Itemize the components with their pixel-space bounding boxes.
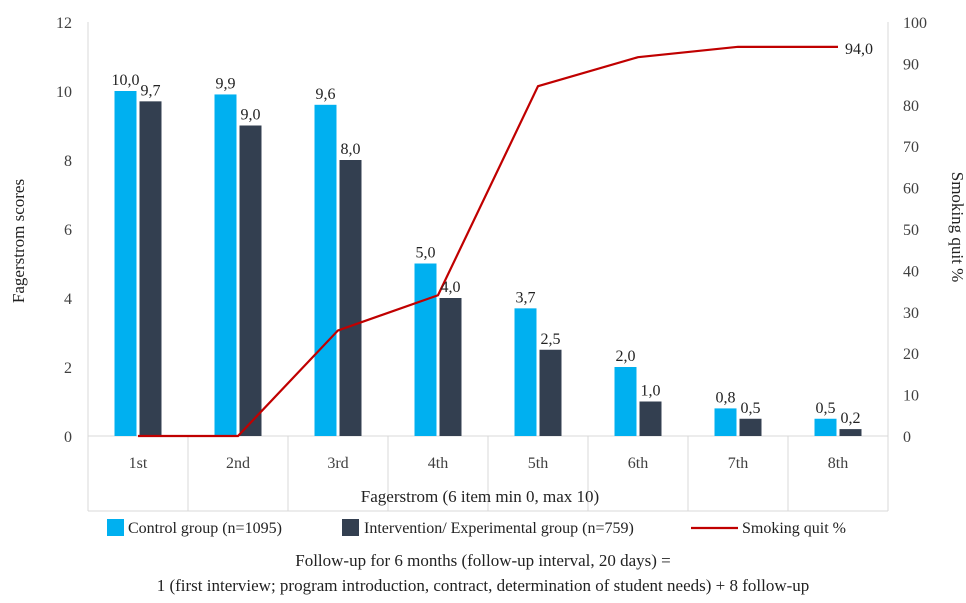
data-label-intervention: 0,2 — [841, 410, 861, 427]
y-tick-label: 6 — [64, 222, 72, 239]
data-label-intervention: 9,7 — [141, 82, 161, 99]
x-tick-label: 7th — [728, 455, 748, 472]
legend: Control group (n=1095) Intervention/ Exp… — [107, 519, 846, 537]
caption-line-1: Follow-up for 6 months (follow-up interv… — [295, 551, 671, 570]
data-label-intervention: 4,0 — [441, 279, 461, 296]
data-label-intervention: 8,0 — [341, 141, 361, 158]
legend-label-smoking-quit: Smoking quit % — [742, 520, 846, 537]
y-right-tick-label: 20 — [903, 346, 919, 363]
data-label-intervention: 0,5 — [741, 400, 761, 417]
data-label-intervention: 2,5 — [541, 331, 561, 348]
y-tick-label: 2 — [64, 360, 72, 377]
y-right-tick-label: 10 — [903, 388, 919, 405]
data-label-intervention: 9,0 — [241, 107, 261, 124]
x-tick-label: 3rd — [327, 455, 348, 472]
y-tick-label: 0 — [64, 429, 72, 446]
bar-intervention — [339, 160, 362, 436]
y-right-tick-label: 100 — [903, 15, 927, 32]
smoking-quit-line — [138, 45, 838, 438]
y-right-tick-label: 0 — [903, 429, 911, 446]
legend-swatch-control — [107, 519, 124, 536]
bar-intervention — [539, 349, 562, 436]
bar-control — [814, 418, 837, 436]
bar-control — [714, 408, 737, 436]
y-right-tick-label: 90 — [903, 56, 919, 73]
y-tick-label: 4 — [64, 291, 72, 308]
x-tick-label: 2nd — [226, 455, 250, 472]
y-tick-label: 8 — [64, 153, 72, 170]
x-tick-label: 6th — [628, 455, 648, 472]
data-label-control: 2,0 — [616, 348, 636, 365]
caption-line-2: 1 (first interview; program introduction… — [156, 576, 810, 595]
y-right-tick-label: 50 — [903, 222, 919, 239]
x-tick-label: 5th — [528, 455, 548, 472]
bar-intervention — [239, 125, 262, 436]
bar-intervention — [639, 401, 662, 436]
bar-intervention — [739, 418, 762, 436]
y-tick-label: 12 — [56, 15, 72, 32]
y-right-tick-label: 40 — [903, 263, 919, 280]
bar-control — [214, 94, 237, 436]
data-label-control: 9,9 — [216, 75, 236, 92]
bar-intervention — [439, 298, 462, 436]
legend-label-control: Control group (n=1095) — [128, 520, 282, 537]
bar-intervention — [839, 429, 862, 436]
data-label-control: 9,6 — [316, 86, 336, 103]
y-axis-title: Fagerstrom scores — [9, 179, 28, 303]
data-label-intervention: 1,0 — [641, 383, 661, 400]
data-label-control: 10,0 — [112, 72, 140, 89]
x-axis-title: Fagerstrom (6 item min 0, max 10) — [361, 487, 599, 506]
bar-control — [314, 104, 337, 437]
x-tick-label: 8th — [828, 455, 848, 472]
y-right-tick-label: 80 — [903, 98, 919, 115]
data-label-control: 3,7 — [516, 289, 536, 306]
data-label-control: 0,8 — [716, 389, 736, 406]
data-label-control: 5,0 — [416, 245, 436, 262]
y-axis-right-title: Smoking quit % — [948, 172, 966, 283]
legend-swatch-intervention — [342, 519, 359, 536]
legend-label-intervention: Intervention/ Experimental group (n=759) — [364, 520, 634, 537]
bar-control — [414, 263, 437, 436]
x-tick-label: 4th — [428, 455, 448, 472]
y-tick-label: 10 — [56, 84, 72, 101]
y-right-tick-label: 70 — [903, 139, 919, 156]
bar-control — [614, 367, 637, 436]
smoking-quit-end-label: 94,0 — [845, 41, 873, 58]
bar-control — [114, 91, 137, 436]
data-label-control: 0,5 — [816, 400, 836, 417]
bar-intervention — [139, 101, 162, 436]
x-tick-label: 1st — [129, 455, 148, 472]
bar-control — [514, 308, 537, 436]
y-right-tick-label: 30 — [903, 305, 919, 322]
y-right-tick-label: 60 — [903, 181, 919, 198]
